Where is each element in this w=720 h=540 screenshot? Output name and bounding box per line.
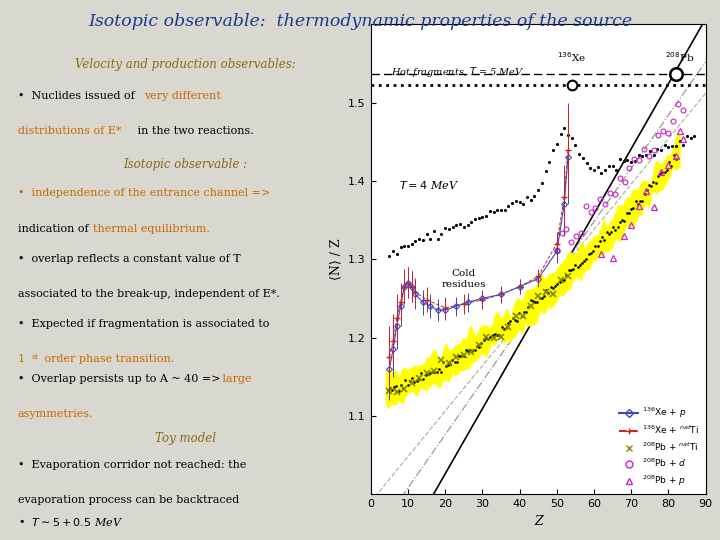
- Text: $^{208}$Pb: $^{208}$Pb: [665, 50, 694, 64]
- X-axis label: Z: Z: [534, 515, 542, 528]
- Text: st: st: [32, 353, 38, 361]
- Text: •  Overlap persists up to A ~ 40 =>: • Overlap persists up to A ~ 40 =>: [18, 374, 220, 384]
- Text: $^{136}$Xe: $^{136}$Xe: [557, 50, 586, 64]
- Text: evaporation process can be backtraced: evaporation process can be backtraced: [18, 495, 239, 505]
- Text: Hot fragments, $T$ = 5 MeV: Hot fragments, $T$ = 5 MeV: [391, 65, 525, 79]
- Text: •  Evaporation corridor not reached: the: • Evaporation corridor not reached: the: [18, 460, 246, 470]
- Legend: $^{136}$Xe + $p$, $^{136}$Xe + $^{nat}$Ti, $^{208}$Pb + $^{nat}$Ti, $^{208}$Pb +: $^{136}$Xe + $p$, $^{136}$Xe + $^{nat}$T…: [617, 404, 701, 490]
- Text: in the two reactions.: in the two reactions.: [134, 126, 253, 136]
- Text: •  independence of the entrance channel =>: • independence of the entrance channel =…: [18, 188, 270, 199]
- Text: $T = 4$ MeV: $T = 4$ MeV: [399, 179, 459, 191]
- Text: distributions of E*: distributions of E*: [18, 126, 122, 136]
- Text: •  $T\sim 5 + 0.5$ MeV: • $T\sim 5 + 0.5$ MeV: [18, 516, 123, 528]
- Text: Isotopic observable:  thermodynamic properties of the source: Isotopic observable: thermodynamic prope…: [88, 14, 632, 30]
- Text: •  Nuclides issued of: • Nuclides issued of: [18, 91, 138, 100]
- Text: 1: 1: [18, 354, 25, 364]
- Text: very different: very different: [145, 91, 221, 100]
- Text: –: –: [36, 535, 41, 540]
- Text: asymmetries.: asymmetries.: [18, 409, 94, 420]
- Text: order phase transition.: order phase transition.: [41, 354, 174, 364]
- Y-axis label: ⟨N⟩ / Z: ⟨N⟩ / Z: [330, 238, 343, 280]
- Text: large: large: [220, 374, 252, 384]
- Text: associated to the break-up, independent of E*.: associated to the break-up, independent …: [18, 289, 280, 299]
- Text: •  Expected if fragmentation is associated to: • Expected if fragmentation is associate…: [18, 319, 269, 329]
- Text: Velocity and production observables:: Velocity and production observables:: [75, 58, 296, 71]
- Text: indication of: indication of: [18, 224, 92, 234]
- Text: Cold
residues: Cold residues: [441, 269, 486, 288]
- Text: Toy model: Toy model: [155, 432, 216, 445]
- Text: Isotopic observable :: Isotopic observable :: [123, 158, 248, 171]
- Text: •  overlap reflects a constant value of T: • overlap reflects a constant value of T: [18, 254, 240, 264]
- Text: thermal equilibrium.: thermal equilibrium.: [93, 224, 210, 234]
